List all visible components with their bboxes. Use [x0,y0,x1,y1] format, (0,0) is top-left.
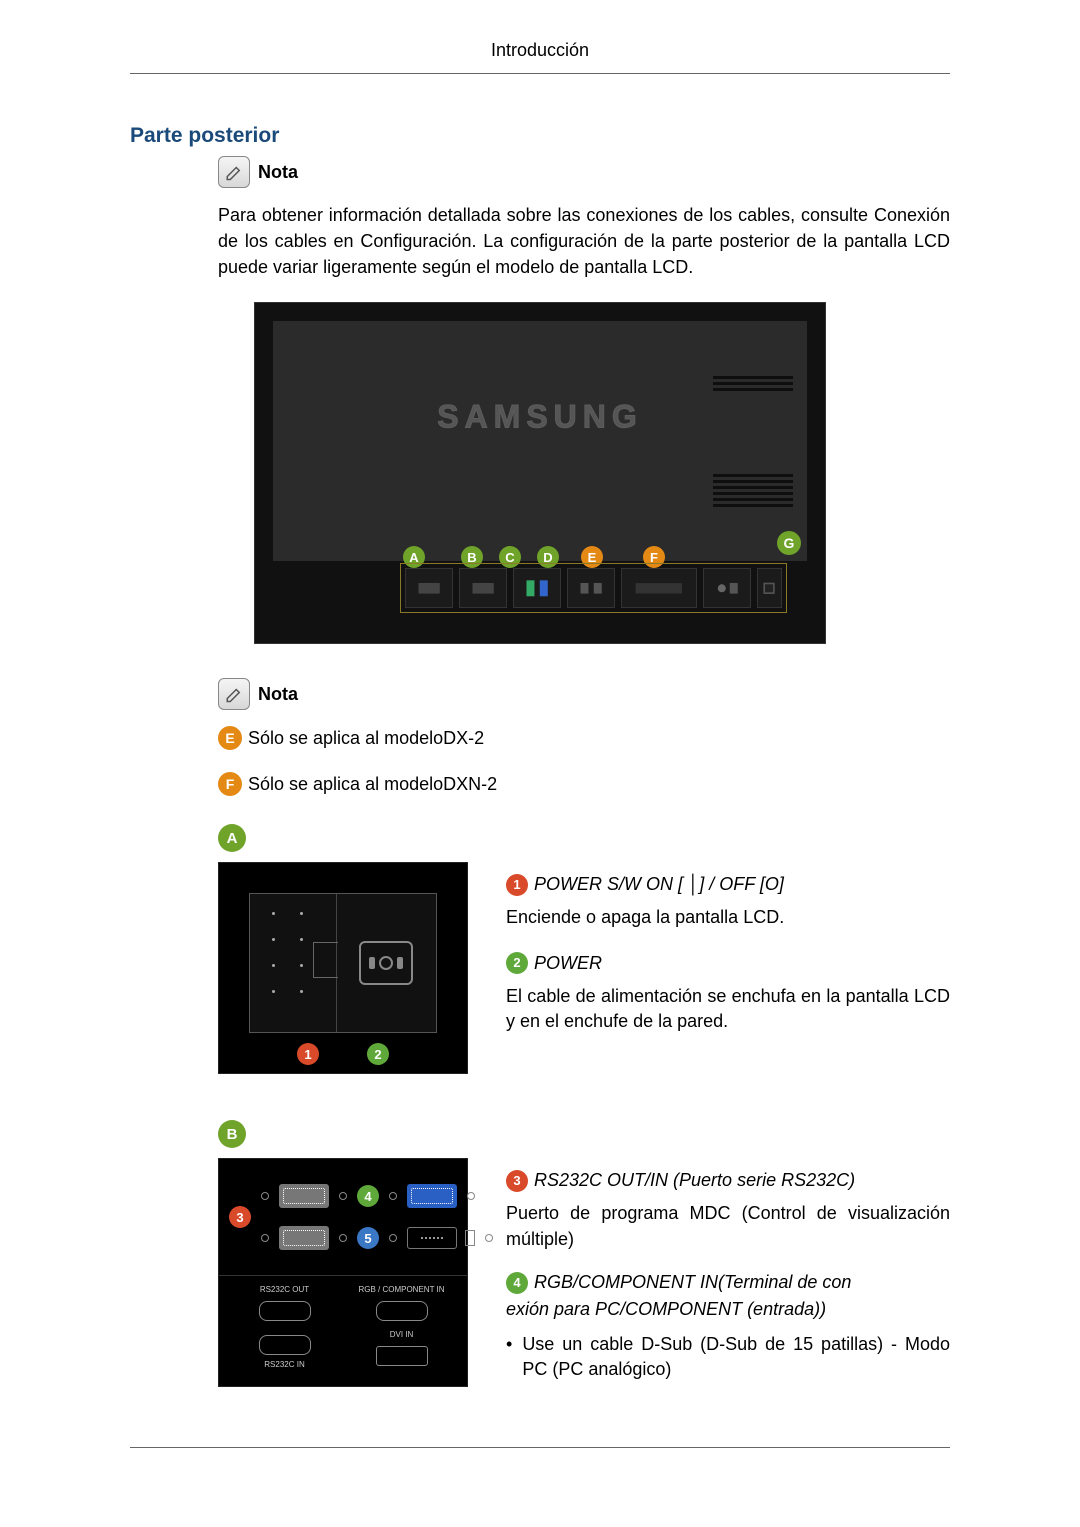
power-desc: El cable de alimentación se enchufa en l… [506,984,950,1034]
note-icon [218,678,250,710]
note-icon [218,156,250,188]
bullet-dot: • [506,1332,512,1382]
section-badge-b: B [218,1120,246,1148]
port-rect-icon [376,1346,428,1366]
power-plug-icon [359,941,413,985]
label-rs232-out: RS232C OUT [260,1286,309,1295]
section-badge-a: A [218,824,246,852]
num-badge-1-txt: 1 [506,874,528,896]
section-title: Parte posterior [130,124,950,148]
power-sw-desc: Enciende o apaga la pantalla LCD. [506,905,950,930]
rs232-figure: 3 4 5 [218,1158,468,1387]
footer-divider [130,1447,950,1448]
samsung-logo: SAMSUNG [437,399,643,436]
applies-f-text: Sólo se aplica al modeloDXN-2 [248,774,497,795]
label-rs232-in: RS232C IN [264,1361,304,1370]
num-badge-3-txt: 3 [506,1170,528,1192]
rs232-desc: Puerto de programa MDC (Control de visua… [506,1201,950,1251]
vent-top [713,373,793,394]
power-sw-title: POWER S/W ON [ │] / OFF [O] [534,872,784,897]
port-rect-icon [259,1301,311,1321]
rs232-title: RS232C OUT/IN (Puerto serie RS232C) [534,1168,855,1193]
power-figure: 1 2 [218,862,468,1074]
note-label: Nota [258,162,298,183]
applies-e-text: Sólo se aplica al modeloDX-2 [248,728,484,749]
vent-bottom [713,471,793,510]
label-dvi: DVI IN [390,1331,414,1340]
power-title: POWER [534,951,602,976]
rgb-title-suffix: exión para PC/COMPONENT (entrada)) [506,1297,950,1322]
num-badge-2: 2 [367,1043,389,1065]
dsub-port-icon [279,1184,329,1208]
port-rect-icon [376,1301,428,1321]
num-badge-2-txt: 2 [506,952,528,974]
num-badge-5-fig: 5 [357,1227,379,1249]
rgb-title-prefix: RGB/COMPONENT IN(Terminal de con [534,1270,851,1295]
applies-e: E Sólo se aplica al modeloDX-2 [218,726,950,750]
badge-g: G [777,531,801,555]
applies-f: F Sólo se aplica al modeloDXN-2 [218,772,950,796]
num-badge-4-txt: 4 [506,1272,528,1294]
badge-e-inline: E [218,726,242,750]
dsub-blue-icon [407,1184,457,1208]
note-row-2: Nota [218,678,950,710]
intro-paragraph: Para obtener información detallada sobre… [218,202,950,280]
dvi-slot-icon [407,1227,457,1249]
num-badge-4-fig: 4 [357,1185,379,1207]
num-badge-3-fig: 3 [229,1206,251,1228]
rgb-bullet: Use un cable D-Sub (D-Sub de 15 patillas… [522,1332,950,1382]
port-rect-icon [259,1335,311,1355]
badge-f-inline: F [218,772,242,796]
note-label: Nota [258,684,298,705]
page-header: Introducción [130,40,950,74]
label-rgb: RGB / COMPONENT IN [358,1286,444,1295]
note-row: Nota [218,156,950,188]
port-strip [400,563,787,613]
num-badge-1: 1 [297,1043,319,1065]
dsub-port-icon [279,1226,329,1250]
tv-rear-figure: SAMSUNG A B C [254,302,826,644]
